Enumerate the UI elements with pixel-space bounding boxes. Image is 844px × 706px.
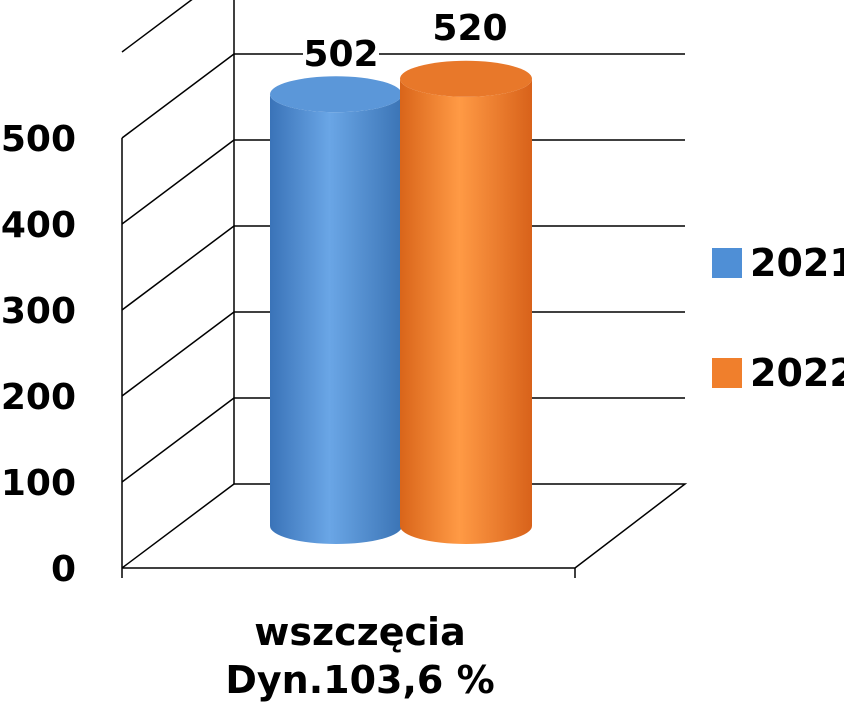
y-tick-label: 500 (1, 119, 76, 160)
bar-2021 (270, 76, 402, 544)
data-labels: 502 520 (303, 8, 508, 75)
chart-bars (270, 60, 532, 545)
data-label-bg (432, 8, 508, 48)
bar-2022 (400, 60, 532, 545)
y-tick-label: 0 (51, 549, 76, 590)
y-tick-label: 400 (1, 205, 76, 246)
legend-item-2021: 2021 (712, 238, 844, 288)
category-caption: Dyn.103,6 % (225, 658, 495, 702)
legend-swatch-2021 (712, 248, 742, 278)
data-label-bg (303, 34, 379, 74)
legend-swatch-2022 (712, 358, 742, 388)
y-tick-label: 300 (1, 291, 76, 332)
y-axis-ticks: 0 100 200 300 400 500 (1, 119, 76, 590)
grid-diagonal (121, 53, 235, 139)
category-label: wszczęcia (254, 610, 466, 654)
legend: 2021 2022 (712, 238, 844, 458)
grid-diagonal (121, 483, 235, 569)
data-label-2022: 520 (432, 8, 507, 49)
grid-diagonal (121, 311, 235, 397)
grid-diagonal (121, 397, 235, 483)
bar-top-2021 (270, 76, 402, 113)
legend-item-2022: 2022 (712, 348, 844, 398)
bar-body-2022 (400, 78, 532, 545)
data-label-2021: 502 (303, 34, 378, 75)
y-tick-label: 100 (1, 463, 76, 504)
grid-diagonal (121, 0, 193, 53)
grid-diagonal (121, 225, 235, 311)
bar-top-2022 (400, 60, 532, 97)
bar-body-2021 (270, 94, 402, 544)
legend-label-2022: 2022 (750, 351, 844, 395)
grid-diagonal (121, 139, 235, 225)
y-tick-label: 200 (1, 377, 76, 418)
legend-label-2021: 2021 (750, 241, 844, 285)
